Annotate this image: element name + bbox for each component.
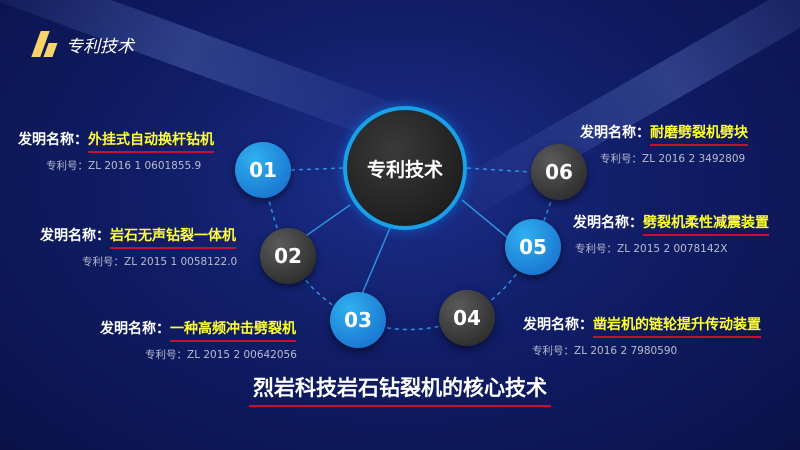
patent-item-05: 发明名称：劈裂机柔性减震装置 专利号：ZL 2015 2 0078142X	[573, 212, 769, 256]
link-06	[466, 167, 532, 173]
patent-item-04: 发明名称：凿岩机的链轮提升传动装置 专利号：ZL 2016 2 7980590	[523, 314, 761, 358]
invention-name: 岩石无声钻裂一体机	[110, 228, 236, 249]
patent-item-02: 发明名称：岩石无声钻裂一体机 专利号：ZL 2015 1 0058122.0	[40, 225, 237, 269]
invention-name: 外挂式自动换杆钻机	[88, 132, 214, 153]
node-04: 04	[439, 290, 495, 346]
label-prefix: 发明名称：	[40, 228, 110, 244]
patent-number: 专利号：ZL 2016 1 0601855.9	[46, 160, 202, 172]
link-05	[461, 199, 509, 239]
label-prefix: 发明名称：	[18, 132, 88, 148]
invention-name: 劈裂机柔性减震装置	[643, 215, 769, 236]
patent-item-06: 发明名称：耐磨劈裂机劈块 专利号：ZL 2016 2 3492809	[580, 122, 748, 166]
label-prefix: 发明名称：	[523, 317, 593, 333]
node-01: 01	[235, 142, 291, 198]
node-05: 05	[505, 219, 561, 275]
link-02	[299, 204, 351, 241]
patent-number: 专利号：ZL 2016 2 7980590	[532, 345, 678, 357]
logo-text: 专利技术	[66, 36, 134, 57]
node-06: 06	[531, 144, 587, 200]
label-prefix: 发明名称：	[100, 321, 170, 337]
patent-item-03: 发明名称：一种高频冲击劈裂机 专利号：ZL 2015 2 00642056	[100, 318, 297, 362]
link-01	[290, 167, 344, 171]
node-03: 03	[330, 292, 386, 348]
invention-name: 凿岩机的链轮提升传动装置	[593, 317, 761, 338]
center-node: 专利技术	[343, 106, 467, 230]
footer: 烈岩科技岩石钻裂机的核心技术	[0, 372, 800, 407]
node-02: 02	[260, 228, 316, 284]
label-prefix: 发明名称：	[580, 125, 650, 141]
patent-number: 专利号：ZL 2015 2 0078142X	[575, 243, 728, 255]
invention-name: 耐磨劈裂机劈块	[650, 125, 748, 146]
link-03	[361, 227, 391, 295]
invention-name: 一种高频冲击劈裂机	[170, 321, 296, 342]
patent-number: 专利号：ZL 2015 2 00642056	[145, 349, 297, 361]
label-prefix: 发明名称：	[573, 215, 643, 231]
patent-item-01: 发明名称：外挂式自动换杆钻机 专利号：ZL 2016 1 0601855.9	[18, 129, 214, 173]
patent-number: 专利号：ZL 2016 2 3492809	[600, 153, 746, 165]
footer-title: 烈岩科技岩石钻裂机的核心技术	[249, 376, 551, 407]
logo: 专利技术	[31, 31, 134, 57]
patent-number: 专利号：ZL 2015 1 0058122.0	[82, 256, 238, 268]
